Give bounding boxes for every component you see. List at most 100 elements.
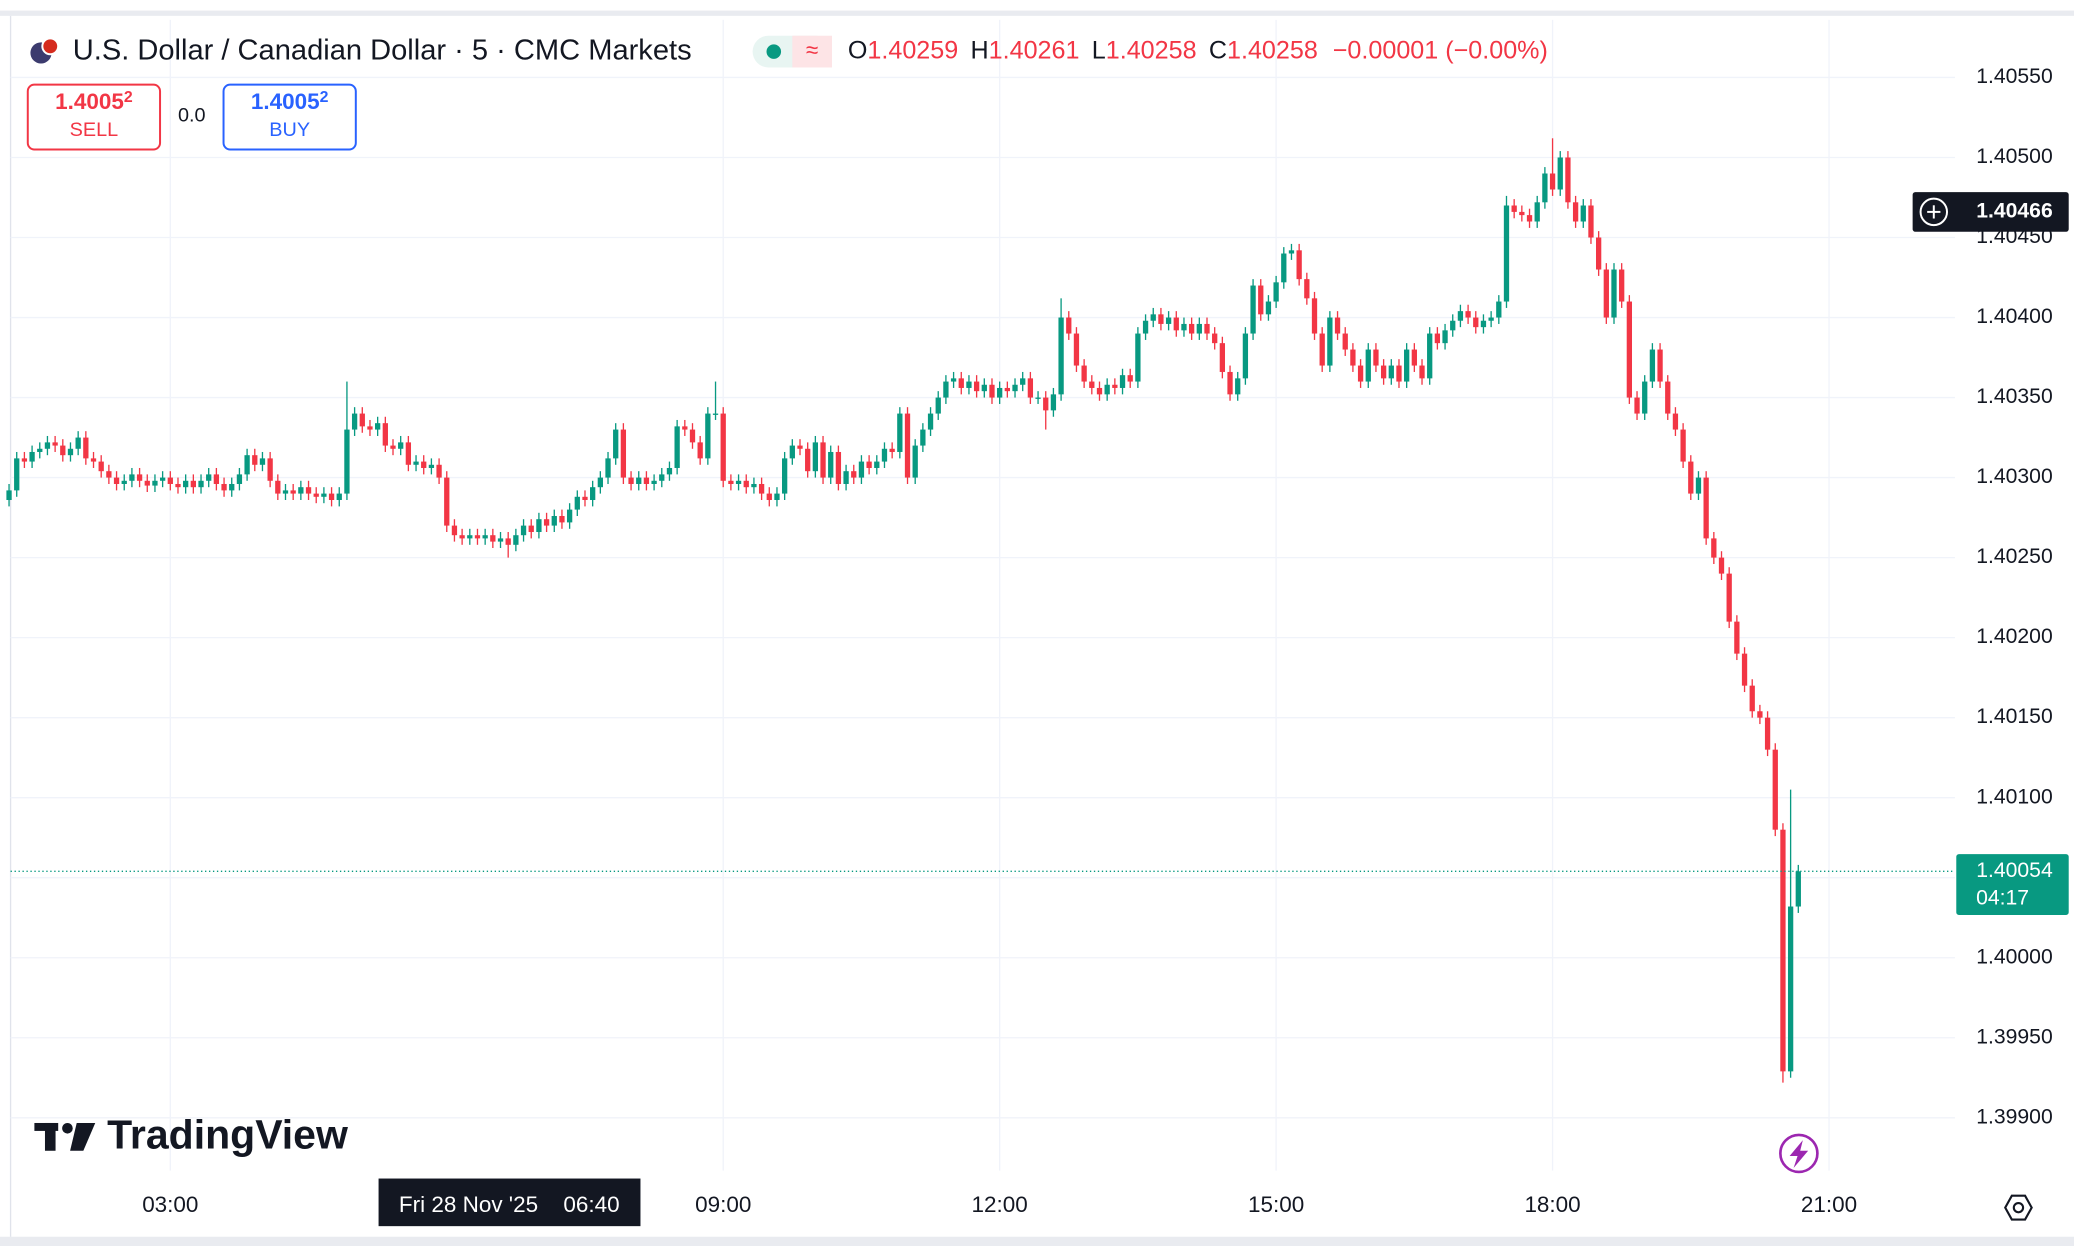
candle-body bbox=[175, 483, 181, 488]
candle-body bbox=[1511, 205, 1517, 212]
candle-body bbox=[1526, 215, 1533, 222]
candles bbox=[6, 138, 1955, 1083]
candle-body bbox=[451, 525, 458, 536]
crosshair-price-label: 1.40466 bbox=[1976, 199, 2052, 222]
candle-body bbox=[1787, 906, 1794, 1072]
candle-body bbox=[198, 480, 204, 488]
candle-body bbox=[597, 477, 603, 488]
candle-body bbox=[1542, 173, 1548, 203]
candle-body bbox=[1219, 343, 1226, 372]
candle-body bbox=[1665, 381, 1671, 414]
candle-body bbox=[812, 442, 819, 472]
candle-body bbox=[37, 448, 43, 452]
y-tick-label: 1.40350 bbox=[1976, 385, 2052, 408]
candle-body bbox=[467, 535, 473, 539]
candle-body bbox=[1227, 371, 1233, 395]
candle-body bbox=[1081, 365, 1087, 382]
candle-body bbox=[83, 437, 89, 459]
candle-body bbox=[351, 413, 358, 430]
sell-price[interactable]: 1.40052 bbox=[55, 89, 133, 114]
candle-body bbox=[566, 509, 573, 523]
candle-body bbox=[689, 429, 696, 443]
candle-body bbox=[774, 493, 780, 500]
candle-body bbox=[720, 413, 726, 481]
sell-price-main[interactable]: 1.4005 bbox=[55, 89, 124, 114]
candle-body bbox=[651, 480, 657, 484]
ohlc-change: −0.00001 (−0.00%) bbox=[1333, 36, 1548, 64]
flag bbox=[41, 37, 60, 56]
flag-icon bbox=[30, 37, 60, 64]
crosshair-time-box bbox=[378, 1178, 641, 1227]
candle-body bbox=[421, 461, 427, 468]
lightning-icon[interactable] bbox=[1779, 1133, 1819, 1174]
candle-body bbox=[1235, 378, 1241, 395]
candle-body bbox=[390, 445, 396, 449]
buy-price[interactable]: 1.40052 bbox=[251, 89, 329, 114]
buy-price-pip[interactable]: 2 bbox=[320, 89, 329, 106]
candle-body bbox=[559, 515, 565, 523]
candle-body bbox=[1020, 378, 1026, 385]
buy-box[interactable] bbox=[222, 83, 357, 151]
candle-body bbox=[75, 437, 81, 449]
candle-body bbox=[574, 496, 580, 510]
settings-dot[interactable] bbox=[2012, 1201, 2025, 1214]
candle-body bbox=[1357, 365, 1364, 382]
candle-body bbox=[1165, 317, 1172, 324]
ohlc-label: C bbox=[1209, 36, 1227, 64]
buy-button[interactable]: 1.40052 BUY bbox=[222, 83, 357, 151]
candle-body bbox=[1104, 384, 1110, 395]
candle-body bbox=[789, 445, 795, 459]
candle-body bbox=[1503, 205, 1510, 302]
settings-hex[interactable] bbox=[2004, 1194, 2033, 1221]
candle-body bbox=[927, 413, 934, 430]
candle-body bbox=[636, 477, 642, 484]
sell-price-pip[interactable]: 2 bbox=[124, 89, 133, 106]
sell-box[interactable] bbox=[26, 83, 162, 151]
candle-body bbox=[950, 378, 957, 382]
candle-body bbox=[973, 381, 980, 392]
ohlc-legend: O1.40259 H1.40261 L1.40258 C1.40258 −0.0… bbox=[848, 36, 1548, 64]
candle-body bbox=[121, 480, 127, 484]
candle-body bbox=[643, 477, 650, 484]
last-price-box bbox=[1956, 854, 2069, 915]
crosshair-plus-ring bbox=[1919, 197, 1949, 227]
lightning-ring[interactable] bbox=[1779, 1133, 1819, 1174]
lightning-bolt[interactable] bbox=[1789, 1140, 1809, 1168]
candle-body bbox=[1388, 365, 1394, 379]
candle-body bbox=[144, 480, 150, 486]
candle-body bbox=[1050, 394, 1057, 411]
overlay: TradingView U.S. Dollar / Canadian Dolla… bbox=[26, 34, 2069, 1227]
candle-body bbox=[21, 458, 28, 462]
candle-body bbox=[375, 423, 381, 430]
buy-label[interactable]: BUY bbox=[269, 119, 310, 141]
candle-body bbox=[1419, 365, 1425, 379]
candle-body bbox=[336, 493, 342, 500]
candle-body bbox=[129, 474, 135, 481]
candle-body bbox=[14, 458, 20, 491]
candle-body bbox=[1250, 285, 1256, 334]
candle-body bbox=[474, 535, 481, 539]
candle-body bbox=[712, 413, 719, 415]
candle-body bbox=[459, 535, 465, 539]
candle-body bbox=[183, 480, 189, 488]
candle-body bbox=[1181, 323, 1187, 331]
settings-icon[interactable] bbox=[2004, 1194, 2033, 1221]
candle-body bbox=[897, 413, 903, 452]
candle-body bbox=[1242, 333, 1249, 379]
candle-body bbox=[528, 525, 534, 533]
candle-body bbox=[252, 455, 258, 465]
candle-body bbox=[1135, 333, 1141, 382]
sell-button[interactable]: 1.40052 SELL bbox=[26, 83, 162, 151]
candle-body bbox=[167, 477, 173, 484]
candle-body bbox=[758, 483, 765, 494]
y-tick-label: 1.40150 bbox=[1976, 705, 2052, 728]
candle-body bbox=[858, 461, 865, 478]
candle-body bbox=[1695, 477, 1702, 494]
candle-body bbox=[1204, 323, 1210, 334]
buy-price-main[interactable]: 1.4005 bbox=[251, 89, 320, 114]
candle-body bbox=[428, 464, 435, 468]
candle-body bbox=[236, 474, 243, 484]
candle-body bbox=[1311, 298, 1318, 334]
candle-body bbox=[244, 455, 250, 475]
sell-label[interactable]: SELL bbox=[70, 119, 119, 141]
